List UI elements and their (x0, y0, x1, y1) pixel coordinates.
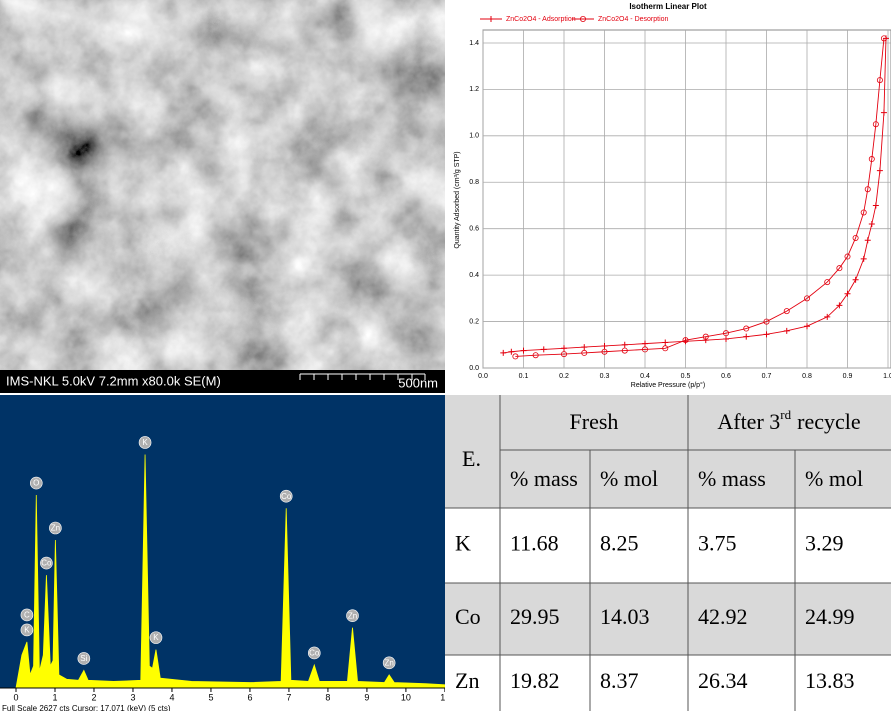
plot-background (0, 395, 445, 688)
y-tick-label: 1.0 (469, 133, 479, 140)
legend-label: ZnCo2O4 - Desorption (598, 16, 669, 23)
x-tick-label: 8 (325, 692, 330, 702)
sub-header: % mol (805, 466, 863, 491)
sub-header: % mass (510, 466, 578, 491)
header-text: After 3 (717, 409, 780, 434)
x-tick-label: 3 (130, 692, 135, 702)
cell: 11.68 (510, 531, 559, 556)
group-header: Fresh (570, 409, 619, 434)
sem-caption: IMS-NKL 5.0kV 7.2mm x80.0k SE(M) (6, 373, 221, 388)
header-superscript: rd (780, 407, 791, 422)
cell: 3.75 (698, 531, 737, 556)
x-tick-label: 10 (401, 692, 411, 702)
header-text: recycle (797, 409, 861, 434)
isotherm-chart: 0.0 0.1 0.2 0.3 0.4 0.5 0.6 0.7 0.8 0.9 1.0 0.0 0.2 0… (454, 2, 891, 389)
peak-label: Si (80, 654, 87, 663)
row-header: Co (455, 604, 481, 629)
x-tick-label: 0.2 (559, 373, 569, 380)
cell: 24.99 (805, 604, 855, 629)
y-tick-label: 1.4 (469, 40, 479, 47)
x-tick-label: 1 (52, 692, 57, 702)
y-tick-label: 0.0 (469, 365, 479, 372)
x-tick-label: 7 (286, 692, 291, 702)
x-axis-label: Relative Pressure (p/p°) (631, 381, 705, 389)
peak-label: Co (309, 649, 320, 658)
x-tick-label: 0.4 (640, 373, 650, 380)
peak-label: C (24, 611, 30, 620)
peak-label: Co (41, 559, 52, 568)
figure: IMS-NKL 5.0kV 7.2mm x80.0k SE(M) 500nm 0… (0, 0, 891, 711)
legend-marker (488, 16, 494, 22)
x-tick-label: 6 (247, 692, 252, 702)
cell: 29.95 (510, 604, 560, 629)
row-header: K (455, 531, 471, 556)
peak-label: Zn (348, 611, 357, 620)
x-tick-label: 0.8 (802, 373, 812, 380)
x-tick-label: 2 (91, 692, 96, 702)
y-tick-label: 0.2 (469, 318, 479, 325)
cell: 14.03 (600, 604, 650, 629)
x-tick-label: 0.5 (681, 373, 691, 380)
x-tick-label: 5 (208, 692, 213, 702)
y-axis-label: Quantity Adsorbed (cm³/g STP) (454, 151, 461, 248)
edx-caption: Full Scale 2627 cts Cursor: 17.071 (keV)… (2, 704, 171, 711)
cell: 8.25 (600, 531, 639, 556)
corner-header: E. (462, 446, 481, 471)
sub-header: % mol (600, 466, 658, 491)
y-tick-label: 0.8 (469, 179, 479, 186)
x-tick-label: 4 (169, 692, 174, 702)
table: E. Fresh After 3rd recycle % mass % mol % mass… (445, 395, 891, 711)
y-tick-label: 1.2 (469, 86, 479, 93)
page: {"sem": {"caption": "IMS-NKL 5.0kV 7.2mm… (0, 0, 891, 711)
cell: 3.29 (805, 531, 844, 556)
x-tick-label: 1.0 (883, 373, 891, 380)
peak-label: K (24, 626, 30, 635)
row-header: Zn (455, 668, 479, 693)
peak-label: O (33, 479, 39, 488)
x-tick-label: 0.0 (478, 373, 488, 380)
legend-label: ZnCo2O4 - Adsorption (506, 16, 576, 23)
peak-label: Zn (384, 658, 393, 667)
x-tick-label: 0.9 (843, 373, 853, 380)
sem-scale: 500nm (398, 375, 438, 390)
cell: 8.37 (600, 668, 639, 693)
cell: 13.83 (805, 668, 855, 693)
y-tick-label: 0.4 (469, 272, 479, 279)
peak-label: K (153, 633, 159, 642)
chart-title: Isotherm Linear Plot (629, 2, 707, 11)
x-tick-label: 0.6 (721, 373, 731, 380)
peak-label: Co (281, 492, 292, 501)
x-tick-label: 0.1 (519, 373, 529, 380)
x-tick-label: 0 (13, 692, 18, 702)
sub-header: % mass (698, 466, 766, 491)
sem-image: IMS-NKL 5.0kV 7.2mm x80.0k SE(M) 500nm (0, 0, 445, 393)
cell: 19.82 (510, 668, 560, 693)
x-tick-label: 0.3 (600, 373, 610, 380)
peak-label: K (142, 438, 148, 447)
y-tick-label: 0.6 (469, 226, 479, 233)
cell: 26.34 (698, 668, 748, 693)
cell: 42.92 (698, 604, 748, 629)
peak-label: Zn (51, 524, 60, 533)
x-tick-label: 0.7 (762, 373, 772, 380)
x-tick-label: 9 (364, 692, 369, 702)
